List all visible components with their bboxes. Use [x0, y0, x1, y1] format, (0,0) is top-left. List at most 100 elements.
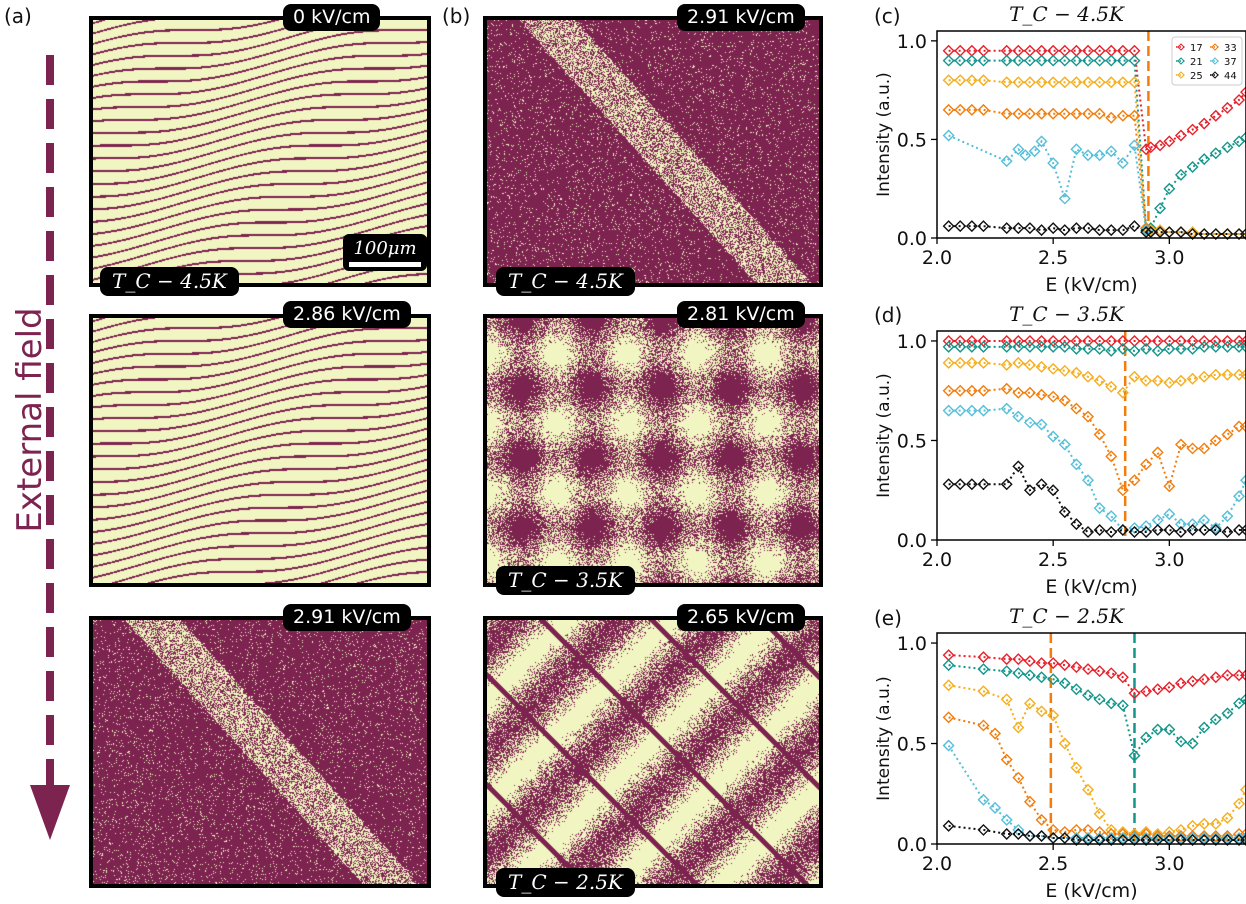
point-37: [1000, 402, 1013, 415]
point-17: [1240, 669, 1246, 682]
point-37: [1209, 831, 1222, 844]
point-17: [1012, 334, 1025, 347]
point-33: [977, 103, 990, 116]
scale-bar-label: 100μm: [353, 238, 417, 259]
point-25: [1186, 372, 1199, 385]
point-44: [1000, 478, 1013, 491]
point-44: [1209, 833, 1222, 846]
y-tick-label: 0.0: [897, 834, 927, 856]
series-line-17: [948, 654, 1246, 695]
point-21: [1198, 721, 1211, 734]
point-17: [1023, 44, 1036, 57]
point-25: [1128, 827, 1141, 840]
point-33: [1186, 442, 1199, 455]
point-37: [1047, 430, 1060, 443]
point-25: [1012, 76, 1025, 89]
point-44: [977, 823, 990, 836]
point-37: [1070, 143, 1083, 156]
point-17: [1012, 44, 1025, 57]
point-44: [977, 478, 990, 491]
y-axis-label: Intensity (a.u.): [874, 373, 894, 498]
point-33: [1070, 402, 1083, 415]
point-17: [1058, 659, 1071, 672]
point-17: [1209, 671, 1222, 684]
point-44: [942, 819, 955, 832]
point-21: [1035, 340, 1048, 353]
point-17: [1140, 334, 1153, 347]
x-tick-label: 3.0: [1154, 247, 1184, 269]
point-33: [1082, 107, 1095, 120]
point-33: [954, 384, 967, 397]
point-37: [977, 404, 990, 417]
point-44: [1151, 524, 1164, 537]
point-17: [1093, 44, 1106, 57]
point-37: [1163, 831, 1176, 844]
point-17: [1116, 44, 1129, 57]
point-37: [1240, 474, 1246, 487]
point-44: [1240, 524, 1246, 537]
point-37: [1116, 157, 1129, 170]
point-21: [1151, 723, 1164, 736]
point-44: [1023, 829, 1036, 842]
point-17: [1186, 675, 1199, 688]
point-25: [1035, 360, 1048, 373]
point-33: [1128, 109, 1141, 122]
legend-label-44: 44: [1224, 71, 1237, 82]
point-21: [1128, 749, 1141, 762]
point-44: [1012, 222, 1025, 235]
point-21: [1221, 141, 1234, 154]
point-25: [1163, 376, 1176, 389]
x-axis-label: E (kV/cm): [1045, 576, 1137, 598]
point-37: [942, 404, 955, 417]
point-44: [1047, 484, 1060, 497]
point-37: [1128, 139, 1141, 152]
point-25: [942, 679, 955, 692]
point-17: [1151, 334, 1164, 347]
point-21: [977, 340, 990, 353]
point-21: [1000, 665, 1013, 678]
point-17: [1082, 334, 1095, 347]
point-17: [1070, 44, 1083, 57]
point-33: [1058, 825, 1071, 838]
legend-label-21: 21: [1190, 57, 1203, 68]
point-37: [1035, 418, 1048, 431]
point-17: [977, 651, 990, 664]
point-17: [1163, 135, 1176, 148]
point-44: [1174, 226, 1187, 239]
point-44: [1012, 460, 1025, 473]
series-line-21: [948, 59, 1246, 230]
point-25: [1082, 783, 1095, 796]
point-37: [1070, 831, 1083, 844]
point-37: [1240, 831, 1246, 844]
point-44: [1000, 827, 1013, 840]
point-25: [977, 74, 990, 87]
point-37: [1082, 474, 1095, 487]
point-21: [1047, 673, 1060, 686]
point-37: [1105, 831, 1118, 844]
point-37: [1028, 145, 1041, 158]
point-25: [965, 74, 978, 87]
point-21: [954, 54, 967, 67]
point-21: [1023, 54, 1036, 67]
point-44: [1221, 228, 1234, 241]
point-21: [1105, 344, 1118, 357]
point-44: [1023, 222, 1036, 235]
legend-label-25: 25: [1190, 71, 1203, 82]
point-44: [1047, 831, 1060, 844]
point-33: [1240, 827, 1246, 840]
point-21: [1105, 697, 1118, 710]
point-33: [1058, 107, 1071, 120]
x-tick-label: 2.0: [922, 247, 952, 269]
point-25: [1070, 761, 1083, 774]
point-33: [1105, 111, 1118, 124]
point-21: [1070, 54, 1083, 67]
point-44: [942, 220, 955, 233]
point-44: [1116, 224, 1129, 237]
point-25: [1221, 368, 1234, 381]
point-21: [1140, 731, 1153, 744]
point-21: [1154, 202, 1167, 215]
point-37: [942, 129, 955, 142]
point-17: [1198, 673, 1211, 686]
point-33: [1012, 771, 1025, 784]
